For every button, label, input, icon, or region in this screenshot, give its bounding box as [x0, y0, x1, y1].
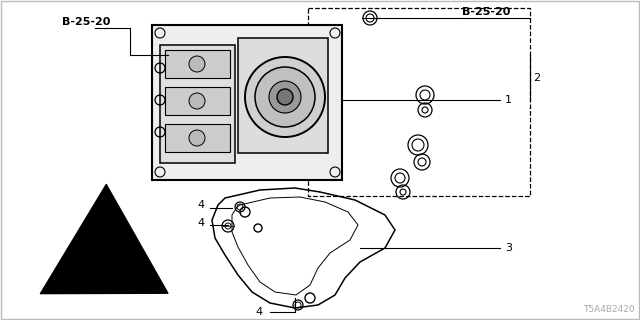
Text: FR.: FR. — [72, 270, 92, 280]
Text: B-25-20: B-25-20 — [462, 7, 510, 17]
Circle shape — [277, 89, 293, 105]
Text: 1: 1 — [505, 95, 512, 105]
Circle shape — [189, 130, 205, 146]
Bar — [152, 25, 342, 180]
Circle shape — [189, 56, 205, 72]
Text: 4: 4 — [198, 218, 205, 228]
Bar — [308, 8, 530, 196]
Bar — [160, 45, 235, 163]
Bar — [238, 38, 328, 153]
Bar — [165, 87, 230, 115]
Bar — [165, 50, 230, 78]
Text: 3: 3 — [505, 243, 512, 253]
Text: 4: 4 — [198, 200, 205, 210]
Circle shape — [269, 81, 301, 113]
Circle shape — [245, 57, 325, 137]
Text: 2: 2 — [533, 73, 540, 83]
Circle shape — [255, 67, 315, 127]
Text: B-25-20: B-25-20 — [62, 17, 110, 27]
Bar — [165, 124, 230, 152]
Text: 4: 4 — [256, 307, 263, 317]
Text: T5A4B2420: T5A4B2420 — [584, 305, 635, 314]
Circle shape — [189, 93, 205, 109]
